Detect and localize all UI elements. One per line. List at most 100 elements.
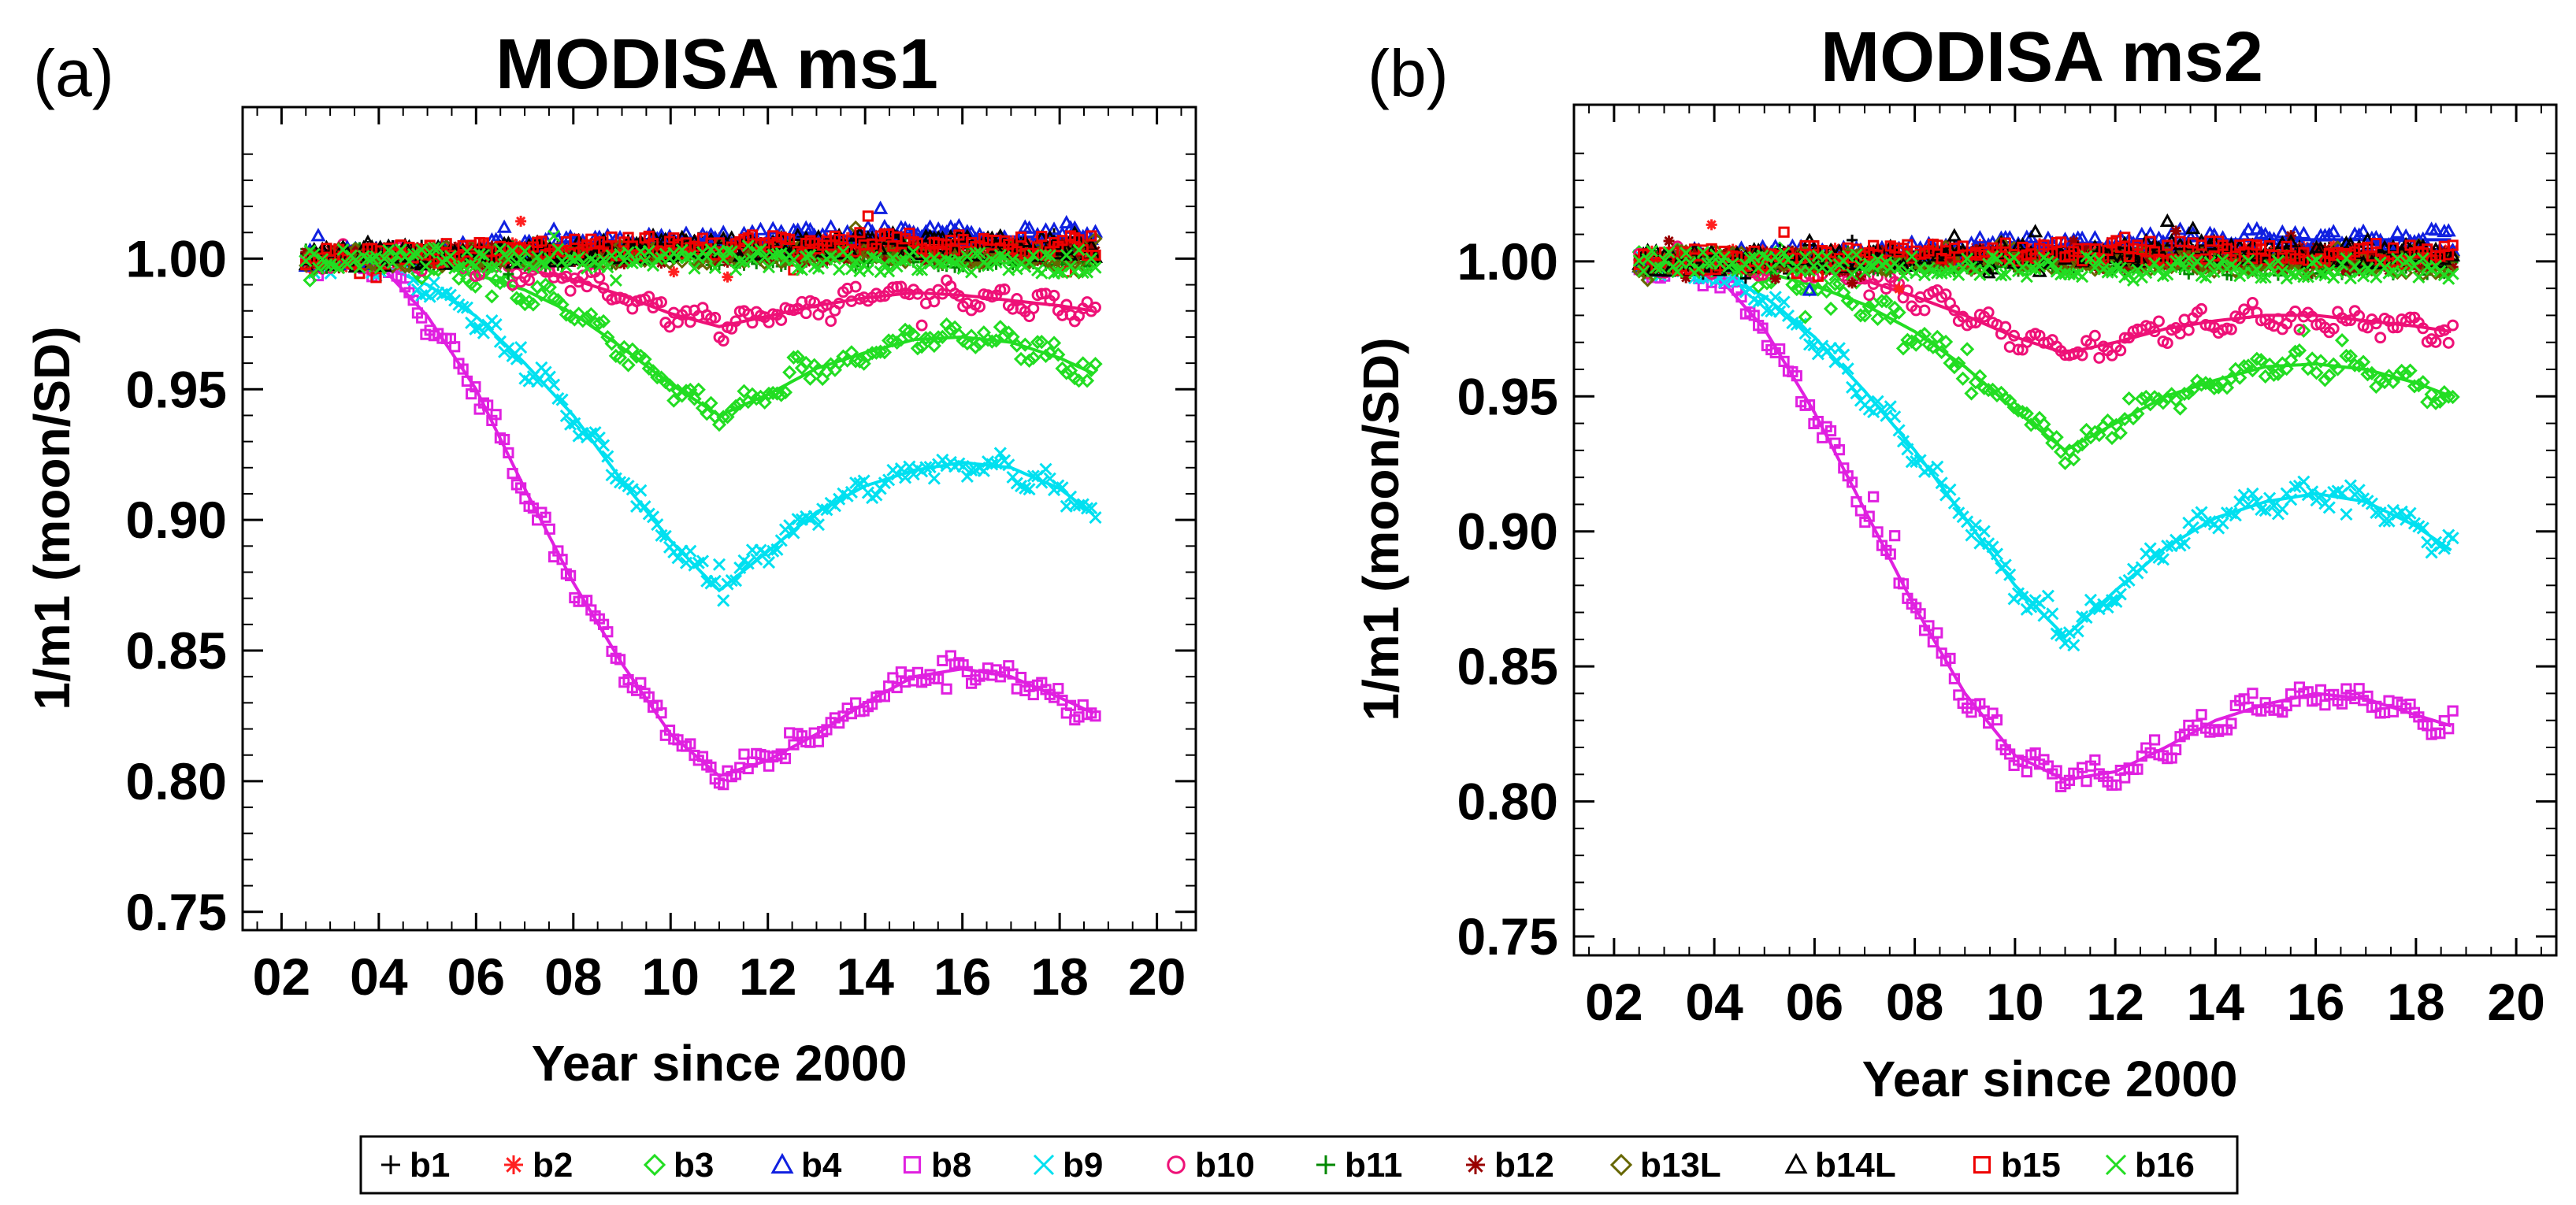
data-point-b3	[774, 387, 789, 402]
data-point-b3	[993, 320, 1008, 335]
data-point-b9	[787, 526, 800, 539]
chart-panel-b: (b) MODISA ms2 02 04 06 08 10 12 14 16 18 200.750…	[1353, 18, 2558, 1107]
data-point-b10	[800, 307, 812, 320]
data-point-b14L	[2028, 224, 2043, 238]
data-point-b8	[499, 433, 510, 446]
x-tick-label: 18	[1030, 947, 1088, 1006]
data-point-b8	[961, 666, 973, 677]
x-tick-label: 08	[1886, 973, 1943, 1031]
data-point-b10	[709, 311, 722, 324]
data-point-b9	[741, 557, 755, 570]
data-point-b8	[1889, 530, 1901, 542]
y-tick-label: 0.85	[126, 621, 227, 680]
data-point-b3	[542, 280, 557, 295]
data-point-b9	[820, 503, 833, 517]
data-point-b9	[456, 300, 470, 314]
x-tick-label: 12	[739, 947, 796, 1006]
data-point-b3	[803, 371, 818, 386]
data-point-b3	[2403, 363, 2418, 378]
data-point-b9	[1931, 460, 1944, 473]
data-point-b10	[849, 280, 862, 293]
data-point-b8	[564, 569, 577, 582]
data-point-b9	[465, 316, 478, 329]
x-tick-label: 10	[642, 947, 700, 1006]
x-tick-label: 14	[2187, 973, 2245, 1031]
data-point-b10	[1081, 296, 1093, 309]
data-point-b10	[911, 287, 924, 300]
data-point-b9	[592, 431, 606, 444]
data-point-b8	[655, 707, 667, 719]
data-point-b3	[882, 333, 896, 348]
data-point-b3	[716, 410, 731, 425]
y-tick-label: 0.80	[126, 752, 227, 810]
data-point-b10	[564, 284, 577, 297]
data-point-b8	[1015, 671, 1027, 684]
data-point-b3	[1088, 357, 1103, 372]
data-point-b8	[941, 683, 952, 695]
data-point-b10	[2182, 324, 2195, 336]
data-point-b3	[737, 384, 752, 399]
data-point-b9	[977, 464, 990, 477]
data-point-b3	[790, 349, 805, 365]
data-point-b9	[1039, 462, 1052, 476]
data-point-b3	[997, 328, 1012, 343]
data-point-b9	[907, 468, 920, 481]
data-point-b3	[1075, 356, 1090, 371]
data-point-b3	[749, 391, 764, 406]
data-point-b10	[746, 317, 759, 329]
data-point-b10	[891, 280, 904, 293]
data-point-b9	[729, 574, 743, 588]
data-point-b8	[1089, 710, 1101, 722]
data-point-b3	[604, 336, 619, 351]
data-point-b3	[728, 399, 744, 413]
data-point-b9	[1023, 483, 1036, 496]
data-point-b8	[503, 447, 514, 459]
x-tick-label: 20	[1128, 947, 1186, 1006]
data-point-b8	[416, 312, 428, 324]
data-point-b8	[614, 654, 626, 666]
data-point-b8	[705, 761, 717, 773]
x-tick-label: 02	[253, 947, 310, 1006]
data-point-b8	[470, 381, 481, 393]
data-point-b10	[974, 300, 986, 313]
data-point-b2	[1893, 283, 1905, 295]
data-point-b9	[696, 554, 710, 568]
data-point-b8	[788, 739, 800, 751]
data-point-b8	[933, 673, 945, 685]
data-point-b12	[1769, 273, 1781, 284]
data-point-b9	[2425, 546, 2438, 559]
data-point-b8	[1868, 491, 1880, 502]
data-point-b9	[427, 276, 440, 289]
data-point-b3	[943, 322, 958, 337]
data-point-b9	[919, 461, 933, 474]
data-point-b9	[585, 427, 598, 440]
data-point-b9	[646, 510, 660, 524]
data-point-b3	[848, 354, 863, 369]
x-tick-label: 06	[447, 947, 505, 1006]
data-point-b3	[799, 355, 814, 371]
x-tick-label: 14	[836, 947, 894, 1006]
data-point-b10	[1863, 289, 1876, 302]
y-tick-label: 0.85	[1457, 637, 1558, 695]
data-point-b10	[928, 295, 941, 308]
data-point-b3	[650, 369, 665, 385]
data-point-b3	[1046, 336, 1062, 350]
data-point-b9	[551, 391, 565, 406]
data-point-b8	[515, 482, 527, 494]
data-point-b9	[717, 594, 730, 607]
data-point-b3	[2121, 391, 2136, 406]
data-point-b9	[489, 318, 503, 332]
data-point-b2	[1706, 219, 1717, 231]
data-point-b8	[507, 468, 518, 480]
data-point-b3	[1051, 347, 1066, 362]
data-point-b3	[687, 391, 702, 406]
data-point-b9	[671, 551, 685, 565]
data-point-b3	[637, 352, 652, 367]
data-point-b9	[564, 417, 577, 431]
data-point-b3	[674, 388, 689, 403]
data-point-b16	[833, 263, 846, 276]
data-point-b3	[898, 322, 913, 337]
data-point-b10	[643, 291, 655, 303]
x-tick-label: 10	[1986, 973, 2043, 1031]
data-point-b3	[757, 395, 772, 410]
